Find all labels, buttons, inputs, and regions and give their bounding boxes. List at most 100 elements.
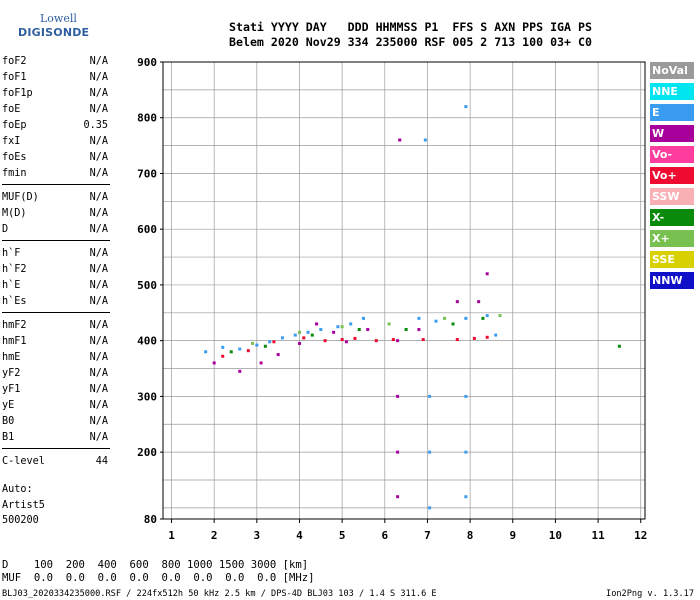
param-label: D: [2, 224, 9, 235]
param-label: C-level: [2, 456, 45, 467]
param-value: N/A: [89, 72, 108, 83]
auto-line3: 500200: [2, 515, 39, 526]
data-point-x-: [617, 344, 621, 348]
param-row: fmin N/A: [2, 168, 108, 182]
data-point-e: [494, 333, 498, 337]
x-tick-label: 6: [381, 529, 388, 542]
param-label: yF2: [2, 368, 21, 379]
param-row: D N/A: [2, 224, 108, 238]
data-point-w: [396, 450, 400, 454]
data-point-x-: [451, 322, 455, 326]
x-tick-label: 8: [467, 529, 474, 542]
data-point-e: [319, 328, 323, 332]
param-row: C-level 44: [2, 456, 108, 470]
legend-item-vo-: Vo+: [650, 167, 694, 184]
data-point-e: [204, 350, 208, 354]
param-value: N/A: [89, 248, 108, 259]
x-tick-label: 12: [634, 529, 647, 542]
data-point-vo-: [485, 335, 489, 339]
param-row: MUF(D) N/A: [2, 192, 108, 206]
auto-line2: Artist5: [2, 499, 45, 511]
param-label: M(D): [2, 208, 27, 219]
data-point-x-: [498, 314, 502, 318]
x-tick-label: 10: [549, 529, 562, 542]
legend-item-nnw: NNW: [650, 272, 694, 289]
param-value: N/A: [89, 224, 108, 235]
y-tick-label: 300: [137, 390, 157, 403]
data-point-e: [464, 316, 468, 320]
lowell-digisonde-logo: Lowell DIGISONDE: [6, 6, 89, 42]
data-point-e: [485, 314, 489, 318]
param-label: foF1: [2, 72, 27, 83]
data-point-x-: [310, 333, 314, 337]
data-point-x-: [357, 328, 361, 332]
station-header: Stati YYYY DAY DDD HHMMSS P1 FFS S AXN P…: [229, 20, 592, 50]
data-point-e: [349, 322, 353, 326]
y-tick-label: 400: [137, 335, 157, 348]
data-point-x-: [481, 316, 485, 320]
data-point-w: [455, 300, 459, 304]
data-point-e: [428, 394, 432, 398]
param-value: N/A: [89, 416, 108, 427]
data-point-e: [361, 316, 365, 320]
data-point-e: [434, 319, 438, 323]
param-label: h`E: [2, 280, 21, 291]
param-row: foF1p N/A: [2, 88, 108, 102]
data-point-e: [268, 340, 272, 344]
chart-grid: [163, 61, 645, 519]
file-info-footer: BLJ03_2020334235000.RSF / 224fx512h 50 k…: [2, 589, 437, 599]
data-point-e: [464, 105, 468, 109]
param-value: 44: [95, 456, 108, 467]
x-tick-label: 5: [339, 529, 346, 542]
data-point-x-: [443, 316, 447, 320]
data-point-x-: [297, 330, 301, 334]
param-value: N/A: [89, 88, 108, 99]
param-value: N/A: [89, 168, 108, 179]
data-point-e: [336, 325, 340, 329]
x-tick-label: 11: [591, 529, 605, 542]
distance-row: D 100 200 400 600 800 1000 1500 3000 [km…: [2, 559, 309, 571]
auto-scaling-info: Auto: Artist5 500200: [2, 482, 45, 529]
data-point-vo-: [421, 338, 425, 342]
param-label: h`Es: [2, 296, 27, 307]
legend-item-sse: SSE: [650, 251, 694, 268]
param-row: yF2 N/A: [2, 368, 108, 382]
legend-item-w: W: [650, 125, 694, 142]
param-value: N/A: [89, 208, 108, 219]
param-row: B1 N/A: [2, 432, 108, 446]
param-value: N/A: [89, 104, 108, 115]
data-point-x-: [229, 350, 233, 354]
param-value: N/A: [89, 152, 108, 163]
auto-line1: Auto:: [2, 484, 33, 495]
data-point-e: [464, 450, 468, 454]
chart-points: [204, 105, 621, 510]
param-row: hmF2 N/A: [2, 320, 108, 334]
param-label: h`F2: [2, 264, 27, 275]
param-row: h`F N/A: [2, 248, 108, 262]
header-row1: Stati YYYY DAY DDD HHMMSS P1 FFS S AXN P…: [229, 20, 592, 34]
param-row: foEp 0.35: [2, 120, 108, 134]
legend-item-vo-: Vo-: [650, 146, 694, 163]
distance-muf-table: D 100 200 400 600 800 1000 1500 3000 [km…: [2, 559, 315, 585]
param-row: fxI N/A: [2, 136, 108, 150]
data-point-x-: [251, 341, 255, 345]
logo-line1: Lowell: [40, 12, 77, 25]
param-value: N/A: [89, 296, 108, 307]
data-point-vo-: [455, 338, 459, 342]
x-tick-label: 3: [254, 529, 261, 542]
param-value: N/A: [89, 336, 108, 347]
plot-frame: [162, 61, 646, 520]
data-point-w: [396, 339, 400, 343]
data-point-e: [417, 316, 421, 320]
param-row: foE N/A: [2, 104, 108, 118]
x-tick-label: 4: [296, 529, 303, 542]
param-value: N/A: [89, 384, 108, 395]
param-row: foF1 N/A: [2, 72, 108, 86]
param-row: hmE N/A: [2, 352, 108, 366]
param-separator: [2, 184, 110, 185]
param-label: hmF1: [2, 336, 27, 347]
data-point-vo-: [391, 338, 395, 342]
data-point-w: [315, 322, 319, 326]
param-label: foE: [2, 104, 21, 115]
